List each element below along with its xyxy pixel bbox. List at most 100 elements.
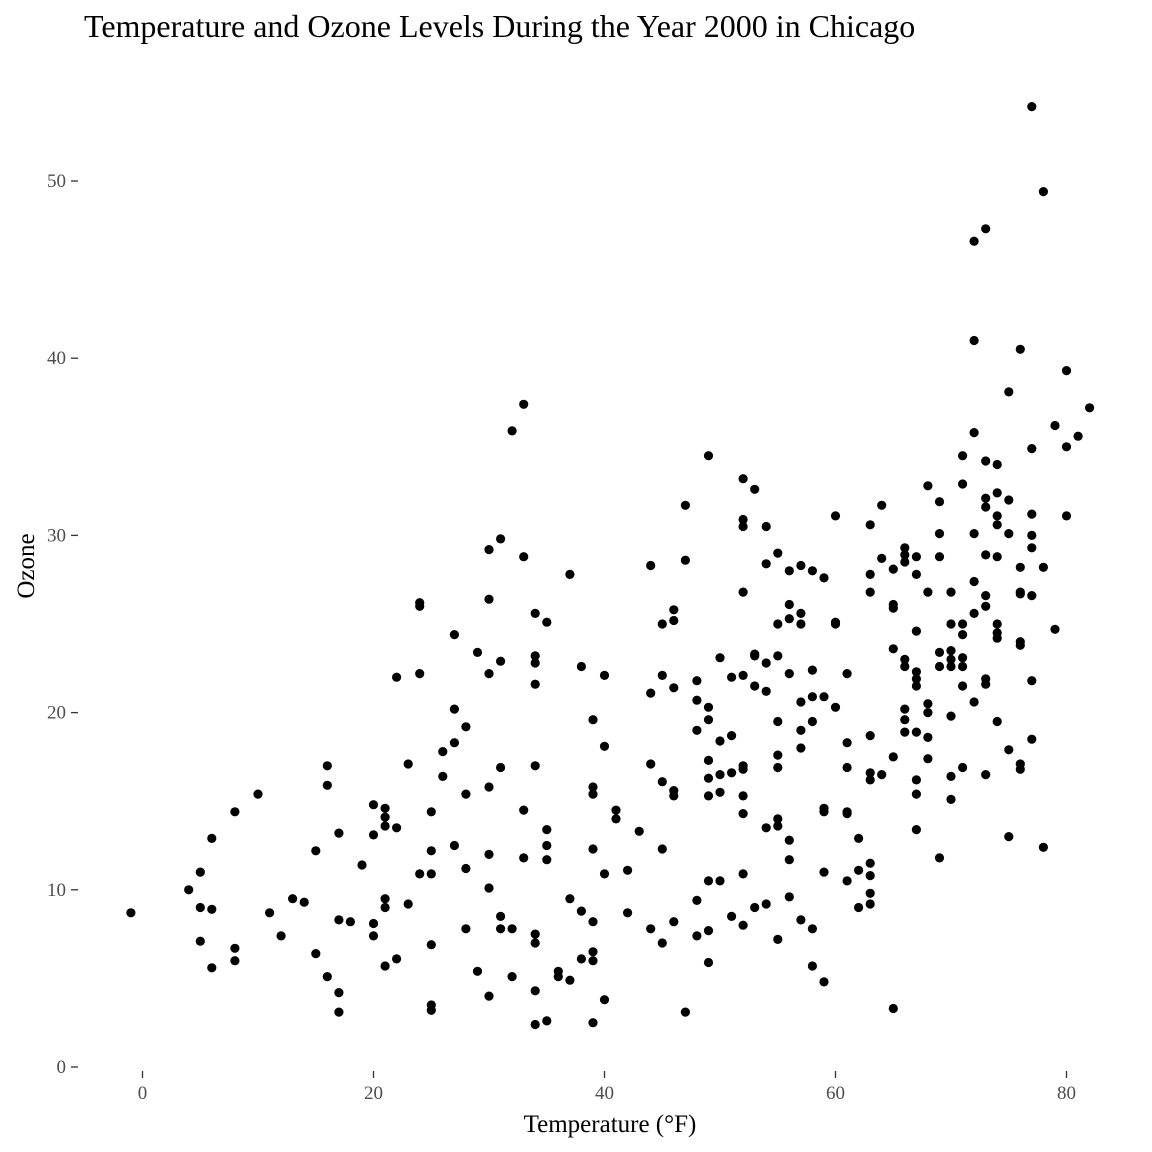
- data-point: [449, 738, 459, 748]
- data-point: [692, 725, 702, 735]
- data-point: [784, 892, 794, 902]
- data-point: [703, 451, 714, 461]
- data-point: [923, 481, 933, 491]
- data-point: [530, 938, 540, 948]
- x-tick-label: 60: [826, 1083, 845, 1104]
- data-point: [461, 722, 471, 732]
- data-point: [542, 855, 552, 865]
- chart-title: Temperature and Ozone Levels During the …: [84, 8, 916, 44]
- data-point: [715, 770, 725, 780]
- data-point: [426, 807, 436, 817]
- data-point: [807, 961, 818, 971]
- y-tick-label: 10: [47, 880, 66, 901]
- data-point: [807, 692, 818, 702]
- data-point: [738, 521, 748, 532]
- x-tick-label: 20: [364, 1083, 383, 1104]
- data-point: [530, 986, 540, 996]
- data-point: [784, 614, 794, 624]
- data-point: [842, 738, 852, 748]
- data-point: [507, 972, 517, 982]
- y-tick-label: 50: [47, 171, 66, 192]
- data-point: [1015, 589, 1025, 599]
- data-point: [542, 1016, 552, 1026]
- data-point: [796, 560, 806, 571]
- data-point: [865, 569, 875, 580]
- data-point: [657, 844, 667, 854]
- data-point: [981, 493, 991, 503]
- data-point: [623, 865, 633, 875]
- data-point: [368, 830, 379, 840]
- data-point: [854, 902, 864, 913]
- data-point: [322, 972, 332, 982]
- data-point: [657, 670, 667, 681]
- data-point: [992, 552, 1002, 562]
- data-point: [692, 676, 702, 686]
- data-point: [807, 566, 818, 576]
- data-point: [715, 736, 725, 746]
- data-point: [611, 805, 621, 815]
- data-point: [669, 605, 679, 615]
- data-point: [819, 573, 829, 583]
- data-point: [958, 451, 968, 461]
- data-point: [911, 569, 922, 580]
- data-point: [750, 651, 760, 661]
- data-point: [646, 560, 656, 571]
- data-point: [646, 924, 656, 934]
- data-point: [958, 762, 968, 773]
- data-point: [877, 770, 887, 780]
- data-point: [542, 825, 552, 835]
- data-point: [415, 669, 425, 679]
- data-point: [415, 601, 425, 611]
- data-point: [738, 587, 748, 597]
- data-point: [1027, 444, 1037, 454]
- y-tick-label: 0: [57, 1057, 67, 1078]
- data-point: [311, 846, 321, 856]
- data-point: [854, 865, 864, 875]
- data-point: [865, 520, 875, 530]
- data-point: [426, 846, 436, 856]
- data-point: [761, 899, 771, 909]
- data-point: [449, 704, 459, 714]
- data-point: [865, 587, 875, 597]
- data-point: [992, 716, 1002, 727]
- y-tick-label: 20: [47, 703, 66, 724]
- data-point: [842, 669, 852, 679]
- data-point: [1050, 624, 1060, 634]
- data-point: [773, 750, 783, 760]
- data-point: [542, 617, 552, 627]
- data-point: [357, 860, 367, 870]
- data-point: [380, 894, 390, 904]
- data-point: [992, 511, 1002, 521]
- data-point: [738, 809, 748, 819]
- data-point: [807, 716, 818, 727]
- data-point: [946, 646, 956, 656]
- data-point: [588, 844, 598, 854]
- data-point: [946, 587, 956, 597]
- data-point: [738, 764, 748, 774]
- x-tick-label: 80: [1057, 1083, 1076, 1104]
- data-point: [934, 647, 945, 658]
- data-point: [496, 911, 506, 922]
- data-point: [1085, 403, 1095, 413]
- data-point: [877, 500, 887, 510]
- data-point: [865, 775, 875, 785]
- data-point: [334, 1007, 344, 1017]
- data-point: [403, 759, 413, 769]
- data-point: [392, 823, 402, 833]
- data-point: [992, 459, 1002, 470]
- data-point: [426, 1005, 436, 1015]
- data-point: [911, 674, 922, 684]
- data-point: [900, 727, 910, 737]
- data-point: [969, 576, 979, 587]
- data-point: [923, 732, 933, 743]
- data-point: [911, 789, 922, 799]
- data-point: [496, 762, 506, 773]
- data-point: [669, 791, 679, 801]
- data-point: [969, 428, 979, 438]
- data-point: [646, 759, 656, 769]
- data-point: [888, 603, 898, 613]
- data-point: [519, 805, 529, 815]
- data-point: [958, 479, 968, 489]
- data-point: [1027, 543, 1037, 553]
- data-point: [842, 762, 852, 773]
